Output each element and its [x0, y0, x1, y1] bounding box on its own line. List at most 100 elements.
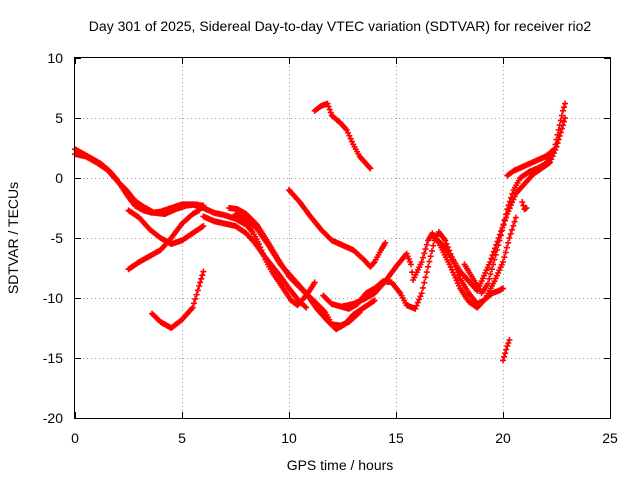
series-arc-6: [189, 201, 318, 309]
data-point: [311, 279, 318, 286]
data-point: [501, 216, 508, 223]
data-point: [327, 109, 334, 116]
data-point: [508, 226, 515, 233]
data-point: [192, 295, 199, 302]
data-point: [367, 165, 374, 172]
grid-lines: [75, 58, 610, 418]
data-point: [508, 194, 515, 201]
data-point: [418, 290, 425, 297]
data-point: [422, 246, 429, 253]
data-point: [486, 275, 493, 282]
data-point: [504, 206, 511, 213]
data-point: [485, 280, 492, 287]
data-point: [303, 304, 310, 311]
data-point: [560, 118, 567, 125]
data-point: [427, 253, 434, 260]
data-point: [562, 100, 569, 107]
x-tick-label: 10: [281, 430, 297, 446]
y-tick-label: -5: [51, 230, 64, 246]
data-point: [558, 112, 565, 119]
data-point: [194, 287, 201, 294]
plot-frame: [74, 57, 611, 419]
data-point: [552, 141, 559, 148]
data-point: [189, 304, 196, 311]
data-point: [416, 296, 423, 303]
y-tick-label: 0: [55, 170, 63, 186]
data-point: [555, 127, 562, 133]
data-point: [421, 250, 428, 257]
series-arc-10: [286, 187, 389, 270]
y-tick-label: -15: [43, 350, 63, 366]
data-point: [523, 205, 530, 211]
y-tick-label: 10: [47, 50, 63, 66]
data-point: [423, 241, 430, 248]
data-point: [198, 275, 205, 282]
data-point: [558, 125, 565, 132]
series-arc-5: [149, 268, 207, 331]
data-point: [509, 190, 516, 197]
data-point: [371, 297, 378, 304]
data-point: [496, 231, 503, 238]
data-point: [505, 202, 512, 209]
series-arc-15: [461, 100, 569, 297]
data-point: [500, 222, 507, 229]
data-point: [502, 249, 509, 256]
data-point: [326, 106, 333, 113]
data-point: [200, 223, 207, 229]
data-point: [502, 350, 509, 357]
axis-ticks: 0 5 10 15 20 25 -20 -15 -10 -5 0 5 10: [43, 50, 618, 446]
data-point: [491, 256, 498, 263]
series-arc-17: [519, 199, 530, 213]
data-point: [425, 263, 432, 270]
series-arc-18: [504, 146, 558, 179]
series-arc-12: [320, 229, 506, 312]
series-arc-16: [500, 337, 513, 364]
data-point: [490, 261, 497, 268]
data-point: [199, 272, 206, 279]
data-point: [506, 235, 513, 241]
data-point: [492, 251, 499, 258]
data-point: [506, 198, 513, 205]
data-point: [501, 254, 508, 261]
data-point: [505, 239, 512, 246]
data-point: [505, 340, 512, 346]
data-point: [413, 302, 420, 309]
data-point: [412, 305, 419, 312]
data-point: [503, 244, 510, 251]
data-point: [419, 254, 426, 261]
data-point: [325, 103, 332, 110]
y-axis-label: SDTVAR / TECUs: [5, 182, 21, 294]
data-point: [190, 300, 197, 307]
series-arc-9: [232, 211, 378, 333]
data-point: [500, 357, 506, 364]
series-arc-7: [200, 213, 310, 311]
data-point: [551, 146, 558, 153]
data-point: [511, 218, 518, 225]
data-point: [422, 274, 429, 281]
series-arc-4: [125, 207, 203, 273]
data-point: [490, 248, 497, 255]
data-point: [197, 279, 204, 286]
data-point: [414, 299, 421, 306]
data-point: [196, 283, 203, 289]
data-point: [507, 230, 514, 237]
data-point: [506, 337, 513, 343]
data-point: [200, 268, 207, 275]
data-point: [426, 258, 433, 265]
data-point: [497, 232, 504, 239]
data-point: [500, 285, 506, 292]
data-point: [423, 269, 430, 276]
data-point: [370, 298, 377, 305]
data-point: [488, 266, 495, 273]
data-point: [502, 211, 509, 218]
x-tick-label: 15: [388, 430, 404, 446]
data-point: [324, 100, 331, 107]
x-tick-label: 20: [495, 430, 511, 446]
data-point: [487, 271, 494, 277]
data-point: [488, 255, 495, 262]
data-point: [519, 199, 526, 205]
x-tick-label: 5: [178, 430, 186, 446]
y-tick-label: -20: [43, 410, 63, 426]
data-point: [501, 353, 508, 360]
